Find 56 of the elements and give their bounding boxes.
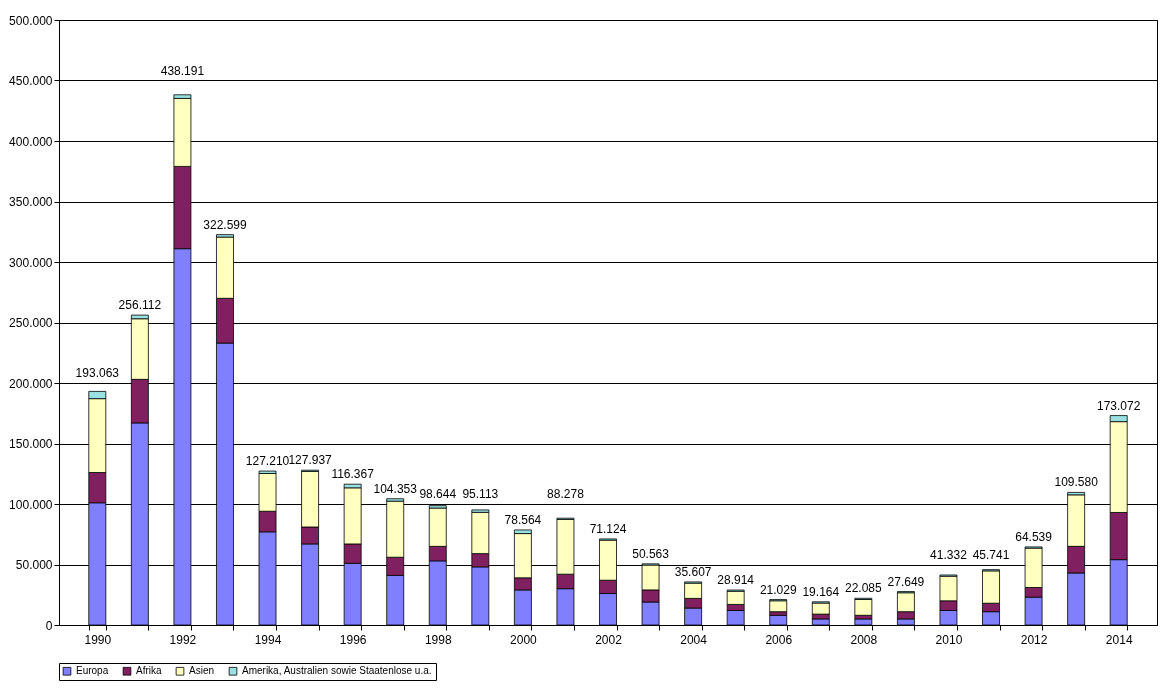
total-label: 109.580 [1054,475,1099,490]
total-label: 27.649 [887,574,925,589]
legend-label: Asien [189,665,215,677]
y-tick-label: 0 [45,618,53,633]
total-label: 95.113 [462,487,499,501]
x-tick-label: 2004 [680,632,708,647]
y-tick-label: 500.000 [9,13,53,28]
total-label: 116.367 [331,467,375,482]
x-tick-label: 1998 [424,632,452,647]
y-tick-label: 350.000 [9,195,53,209]
legend-label: Afrika [136,665,162,677]
x-tick-label: 2000 [510,632,538,647]
total-label: 256.112 [118,298,162,313]
y-tick-label: 450.000 [9,74,53,88]
total-label: 173.072 [1097,398,1141,413]
x-tick-label: 2002 [595,632,623,647]
bar [769,600,788,613]
total-label: 50.563 [632,546,670,561]
legend-label: Europa [76,665,109,677]
total-label: 22.085 [845,581,883,596]
total-label: 322.599 [203,217,247,232]
total-label: 64.539 [1015,529,1053,544]
total-label: 71.124 [589,521,627,536]
total-label: 127.210 [245,454,290,469]
x-tick-label: 1994 [254,632,282,647]
total-label: 98.644 [419,487,457,501]
x-tick-label: 2006 [765,632,793,647]
x-tick-label: 1996 [339,632,367,647]
total-label: 438.191 [160,63,205,78]
total-label: 127.937 [288,453,333,468]
total-label: 45.741 [972,547,1010,562]
total-label: 88.278 [547,487,585,501]
y-tick-label: 400.000 [9,134,53,149]
total-label: 193.063 [75,366,120,380]
total-label: 28.914 [717,573,755,588]
bar [854,599,873,616]
total-label: 19.164 [802,584,840,599]
y-tick-label: 50.000 [15,558,53,572]
legend-label: Amerika, Australien sowie Staatenlose u.a. [242,665,432,677]
total-label: 104.353 [373,481,418,496]
x-tick-label: 1992 [169,632,197,647]
y-tick-label: 300.000 [9,255,53,270]
x-tick-label: 2014 [1105,632,1133,647]
bar [769,614,788,626]
y-tick-label: 250.000 [9,316,53,330]
x-tick-label: 2008 [850,632,878,647]
total-label: 35.607 [674,564,712,579]
total-label: 21.029 [759,582,797,597]
y-tick-label: 150.000 [9,437,53,451]
total-label: 41.332 [930,547,968,562]
x-tick-label: 1990 [84,632,112,647]
y-tick-label: 200.000 [9,376,53,391]
x-tick-label: 2010 [935,632,963,647]
y-tick-label: 100.000 [9,497,53,512]
x-tick-label: 2012 [1020,632,1048,647]
total-label: 78.564 [504,512,542,527]
